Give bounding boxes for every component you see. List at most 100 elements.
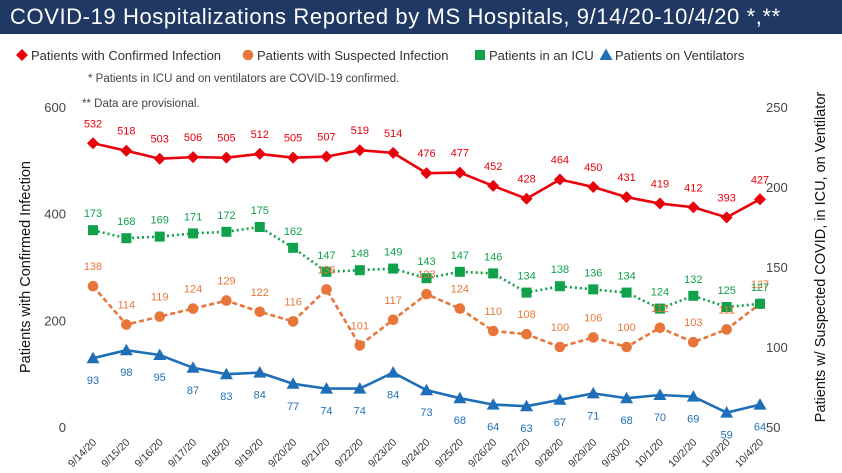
data-point [287, 316, 299, 327]
x-tick-label: 9/30/20 [599, 437, 632, 470]
x-tick-label: 9/24/20 [399, 437, 432, 470]
data-point [186, 361, 200, 373]
data-point [521, 287, 532, 298]
data-point [454, 303, 466, 314]
data-label: 464 [551, 155, 569, 167]
data-label: 431 [617, 172, 635, 184]
data-label: 125 [717, 285, 735, 297]
data-label: 64 [754, 422, 766, 434]
data-label: 505 [217, 133, 235, 145]
y-right-tick-label: 250 [766, 100, 788, 115]
data-label: 124 [184, 284, 202, 296]
data-label: 149 [384, 247, 402, 259]
data-label: 452 [484, 161, 502, 173]
data-label: 518 [117, 126, 135, 138]
chart-title: COVID-19 Hospitalizations Reported by MS… [10, 4, 781, 29]
legend-marker [599, 48, 613, 60]
note-provisional: ** Data are provisional. [82, 98, 200, 110]
x-tick-label: 9/16/20 [133, 437, 166, 470]
legend-marker [242, 49, 254, 61]
x-tick-label: 9/23/20 [366, 437, 399, 470]
data-point [353, 144, 366, 157]
data-point [654, 322, 666, 334]
x-tick-label: 9/20/20 [266, 437, 299, 470]
y-left-tick-label: 0 [59, 420, 66, 435]
data-label: 419 [651, 179, 669, 191]
y-left-tick-label: 600 [44, 100, 66, 115]
data-label: 172 [217, 210, 235, 222]
x-tick-label: 9/18/20 [199, 437, 232, 470]
data-label: 427 [751, 174, 769, 186]
data-point [287, 151, 300, 164]
data-label: 450 [584, 162, 602, 174]
data-point [754, 193, 766, 206]
data-label: 119 [151, 292, 169, 304]
x-tick-label: 9/26/20 [466, 437, 499, 470]
data-point [588, 284, 599, 295]
data-point [88, 225, 98, 236]
data-point [486, 398, 500, 410]
x-tick-label: 9/29/20 [566, 437, 599, 470]
data-point [553, 393, 567, 405]
data-label: 476 [417, 148, 435, 160]
data-label: 147 [451, 250, 469, 262]
data-point [654, 303, 665, 314]
data-label: 111 [718, 304, 735, 316]
data-label: 505 [284, 133, 302, 145]
x-tick-label: 9/21/20 [299, 437, 332, 470]
data-label: 124 [651, 287, 669, 299]
data-point [755, 298, 765, 309]
legend-marker [475, 50, 485, 60]
data-label: 71 [587, 410, 599, 422]
title-bar: COVID-19 Hospitalizations Reported by MS… [0, 0, 842, 34]
data-point [220, 151, 233, 164]
data-label: 532 [84, 118, 102, 130]
data-label: 129 [217, 276, 235, 288]
data-label: 506 [184, 132, 202, 144]
data-point [653, 388, 667, 400]
y-right-tick-label: 100 [766, 340, 788, 355]
data-point [121, 233, 132, 244]
x-tick-label: 9/25/20 [433, 437, 466, 470]
x-tick-label: 9/19/20 [233, 437, 266, 470]
x-tick-label: 9/15/20 [99, 437, 132, 470]
data-point [221, 226, 232, 237]
data-label: 64 [487, 422, 499, 434]
data-point [320, 150, 333, 163]
data-point [153, 152, 166, 165]
data-label: 412 [684, 182, 702, 194]
data-label: 143 [417, 256, 435, 268]
data-label: 136 [584, 267, 602, 279]
data-point [153, 348, 167, 360]
legend: Patients with Confirmed Infection Patient… [16, 48, 745, 63]
data-label: 68 [620, 415, 632, 427]
data-label: 87 [187, 385, 199, 397]
data-point [387, 314, 399, 326]
data-label: 133 [417, 269, 435, 281]
data-label: 127 [751, 279, 769, 291]
data-point [553, 173, 566, 186]
data-label: 74 [354, 406, 366, 418]
data-point [454, 266, 465, 277]
data-label: 175 [251, 205, 269, 217]
data-point [587, 332, 599, 343]
data-point [520, 399, 534, 412]
data-label: 74 [320, 406, 332, 418]
data-point [621, 287, 632, 298]
data-label: 477 [451, 148, 469, 160]
data-point [688, 290, 699, 301]
data-label: 169 [151, 215, 169, 227]
data-label: 393 [717, 192, 735, 204]
data-point [187, 151, 200, 164]
data-label: 114 [118, 300, 136, 312]
data-point [119, 343, 133, 356]
data-point [121, 319, 132, 330]
data-point [521, 328, 532, 340]
data-label: 117 [384, 295, 402, 307]
data-point [354, 265, 365, 276]
data-point [420, 383, 433, 396]
data-label: 138 [551, 264, 569, 276]
y-right-tick-label: 200 [766, 180, 788, 195]
data-label: 101 [351, 320, 369, 332]
data-point [221, 295, 232, 306]
